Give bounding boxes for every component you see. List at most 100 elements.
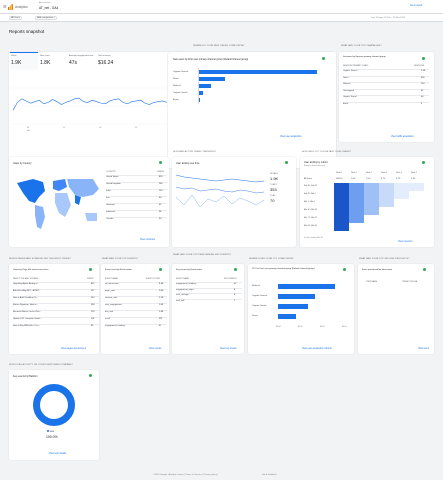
bar bbox=[198, 84, 211, 88]
cohort-all-value: 0.7% bbox=[381, 178, 386, 180]
view-countries-link[interactable]: View countries bbox=[140, 239, 155, 241]
view-user-acquisition-link[interactable]: View user acquisition bbox=[280, 136, 302, 138]
insights-icon[interactable] bbox=[322, 57, 325, 60]
key-events-card: Key events by Event name EVENT NAME KEY … bbox=[172, 264, 244, 354]
insights-icon[interactable] bbox=[159, 268, 162, 271]
cohort-cell bbox=[334, 223, 349, 231]
account-breadcrumb[interactable]: All accounts > bbox=[39, 2, 52, 5]
key-events-card-title: Key events by Event name bbox=[176, 269, 203, 271]
campaigns-card: Sessions by Session primary channel grou… bbox=[339, 52, 434, 142]
pages-card-title: Views by Page title and screen class bbox=[13, 269, 49, 271]
bar bbox=[278, 304, 308, 309]
cohort-cell bbox=[334, 199, 349, 207]
bar-label: Organic Social bbox=[173, 92, 188, 94]
bar bbox=[278, 294, 316, 299]
table-row-value: 521 bbox=[159, 318, 163, 320]
cohort-row-label: Mar 3 - Mar 9 bbox=[304, 201, 315, 203]
events-col-1: EVENT NAME bbox=[105, 278, 118, 280]
view-ltv-link[interactable]: View user acquisition cohorts bbox=[302, 348, 332, 350]
metric-selected-tab[interactable] bbox=[10, 52, 38, 70]
cohort-all-value: 0.3% bbox=[411, 178, 416, 180]
ltv-section-title: WHERE DOES YOUR LTV COME FROM? bbox=[249, 258, 294, 260]
ltv-card-title: LTV for First user primary channel group… bbox=[252, 268, 315, 270]
table-row-value: 38 bbox=[159, 211, 162, 213]
metric-label[interactable]: Users bbox=[11, 55, 17, 57]
users-series-line bbox=[12, 97, 168, 111]
cohort-cell bbox=[409, 183, 424, 191]
cohort-cell bbox=[334, 207, 349, 215]
table-row-value: 60 bbox=[159, 197, 162, 199]
insights-icon[interactable] bbox=[89, 374, 92, 377]
bar bbox=[278, 284, 336, 289]
date-range[interactable]: Last 90 days 20 Feb - 20 Mar 2024 bbox=[371, 16, 406, 19]
add-comparison-chip[interactable]: Add comparison + bbox=[35, 16, 58, 20]
view-items-link[interactable]: View items bbox=[418, 348, 430, 350]
view-events-link[interactable]: View events bbox=[149, 348, 162, 350]
cohort-all-value: 100.0% bbox=[336, 178, 343, 180]
table-row-value: 3 bbox=[234, 294, 236, 296]
view-tech-details-link[interactable]: View tech details bbox=[49, 453, 67, 455]
table-row-label: first_visit bbox=[105, 311, 114, 313]
countries-col-1: COUNTRY bbox=[106, 171, 116, 173]
cohort-row-label: Mar 17 - Mar 23 bbox=[304, 217, 317, 219]
table-row-value: 210 bbox=[91, 297, 95, 299]
pages-col-1: PAGE TITLE AND SCREEN ... bbox=[13, 278, 41, 280]
insights-icon[interactable] bbox=[159, 161, 162, 164]
table-row-label: How to Add Cloudflare Te... bbox=[13, 297, 39, 299]
property-selector[interactable]: AT_net - GA4 bbox=[39, 5, 59, 10]
x-tick-label: 11 bbox=[63, 127, 66, 129]
countries-col-2: USERS bbox=[157, 171, 164, 173]
table-row-value: 124 bbox=[91, 311, 95, 313]
table-row-label: India bbox=[106, 190, 111, 192]
table-row-label: engagement_page... bbox=[176, 288, 196, 291]
insights-icon[interactable] bbox=[422, 57, 425, 60]
menu-icon[interactable]: ☰ bbox=[3, 4, 7, 9]
overview-card: Users 1.9K New users 1.8K Average engagement… bbox=[9, 52, 185, 168]
table-row-value: 150 bbox=[421, 83, 425, 85]
active-users-card-title: User activity over time bbox=[176, 162, 200, 165]
footer-links[interactable]: ©2024 Google | Analytics home | Terms of… bbox=[153, 474, 218, 476]
analytics-logo bbox=[8, 3, 13, 10]
table-row-label: United Kingdom bbox=[106, 183, 121, 185]
cohort-col-header: Week 0 bbox=[336, 172, 343, 174]
view-key-events-link[interactable]: View key events bbox=[220, 348, 237, 350]
send-feedback-link[interactable]: Send feedback bbox=[262, 474, 277, 476]
table-row-value: 240 bbox=[159, 183, 163, 185]
table-row-label: Organic Search bbox=[343, 70, 358, 72]
insights-icon[interactable] bbox=[423, 268, 426, 271]
ltv-card: LTV for First user primary channel group… bbox=[248, 264, 354, 354]
all-users-chip[interactable]: All Users bbox=[9, 16, 23, 20]
insights-icon[interactable] bbox=[234, 268, 237, 271]
events-col-2: EVENT COUNT bbox=[146, 278, 161, 280]
bar-label: Organic Social bbox=[252, 305, 267, 307]
metric-label[interactable]: Average engagement time bbox=[69, 55, 94, 57]
bar bbox=[278, 314, 296, 319]
cohort-cell bbox=[334, 183, 349, 191]
cohort-col-header: Week 3 bbox=[381, 172, 388, 174]
platform-donut-chart bbox=[33, 384, 75, 426]
world-map bbox=[17, 179, 99, 229]
insights-icon[interactable] bbox=[89, 268, 92, 271]
x-tick-label: 25 bbox=[135, 127, 138, 129]
metric-label[interactable]: Total revenue bbox=[98, 55, 111, 57]
insights-icon[interactable] bbox=[285, 161, 288, 164]
view-retention-link[interactable]: View retention bbox=[398, 241, 413, 243]
table-row-label: Iran bbox=[106, 197, 110, 199]
table-row-value: 45 bbox=[159, 204, 162, 206]
cohort-cell bbox=[334, 191, 349, 199]
table-row-value: 150 bbox=[159, 190, 163, 192]
metric-label[interactable]: New users bbox=[40, 55, 50, 57]
go-to-report-link[interactable]: Go to report bbox=[410, 5, 423, 7]
cohort-all-users-label: All Users bbox=[304, 178, 313, 180]
view-traffic-acquisition-link[interactable]: View traffic acquisition bbox=[391, 136, 414, 138]
insights-icon[interactable] bbox=[343, 268, 346, 271]
insights-icon[interactable] bbox=[422, 161, 425, 164]
table-row-label: Bitcoin Signature: How to... bbox=[13, 304, 39, 306]
cohort-cell bbox=[379, 191, 394, 199]
metric-value: 1.8K bbox=[40, 59, 51, 66]
cohort-cell bbox=[349, 215, 364, 223]
table-row-value: 217 bbox=[91, 290, 95, 292]
view-pages-link[interactable]: View pages and screens bbox=[61, 348, 86, 350]
x-month-label: Mar bbox=[27, 130, 31, 132]
table-row-value: 1 bbox=[234, 299, 236, 302]
